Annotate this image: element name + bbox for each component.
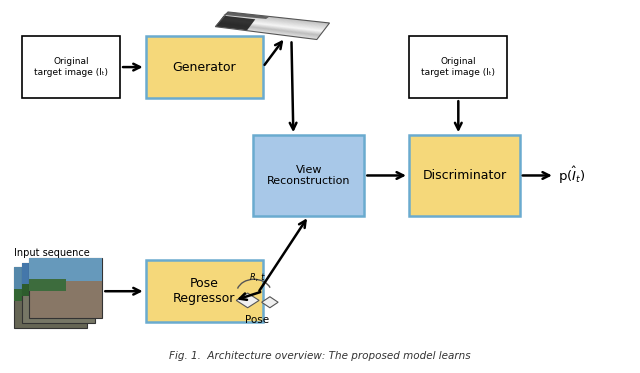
- Text: p($\hat{\mathit{I}}_\mathit{t}$): p($\hat{\mathit{I}}_\mathit{t}$): [558, 165, 586, 186]
- Text: Input sequence: Input sequence: [14, 248, 90, 258]
- Text: View
Reconstruction: View Reconstruction: [267, 164, 351, 186]
- Polygon shape: [223, 12, 269, 19]
- Text: Discriminator: Discriminator: [422, 169, 506, 182]
- FancyBboxPatch shape: [145, 36, 263, 98]
- Polygon shape: [220, 21, 322, 33]
- Polygon shape: [221, 20, 323, 32]
- Polygon shape: [225, 15, 327, 27]
- Polygon shape: [227, 13, 328, 25]
- FancyBboxPatch shape: [29, 258, 102, 281]
- FancyBboxPatch shape: [22, 36, 120, 98]
- Polygon shape: [215, 16, 255, 30]
- Text: Pose
Regressor: Pose Regressor: [173, 277, 236, 305]
- Polygon shape: [228, 12, 330, 23]
- FancyBboxPatch shape: [22, 263, 95, 323]
- Polygon shape: [225, 15, 327, 26]
- FancyBboxPatch shape: [22, 263, 95, 286]
- Polygon shape: [216, 26, 317, 39]
- Polygon shape: [216, 25, 318, 38]
- Polygon shape: [220, 21, 321, 34]
- Text: Fig. 1.  Architecture overview: The proposed model learns: Fig. 1. Architecture overview: The propo…: [169, 351, 471, 361]
- FancyBboxPatch shape: [14, 267, 87, 328]
- Polygon shape: [224, 16, 326, 28]
- Polygon shape: [225, 16, 326, 28]
- Polygon shape: [221, 19, 323, 32]
- Polygon shape: [227, 12, 329, 24]
- FancyBboxPatch shape: [14, 267, 87, 290]
- Text: Pose: Pose: [245, 315, 269, 325]
- Polygon shape: [219, 22, 321, 35]
- Text: Original
target image (Iₜ): Original target image (Iₜ): [421, 57, 495, 77]
- Polygon shape: [221, 19, 323, 31]
- Polygon shape: [223, 17, 325, 29]
- Polygon shape: [225, 15, 326, 27]
- Polygon shape: [217, 24, 319, 37]
- Polygon shape: [226, 14, 328, 25]
- Polygon shape: [223, 17, 325, 29]
- Text: R, t: R, t: [250, 273, 264, 282]
- Polygon shape: [218, 23, 320, 36]
- Text: Generator: Generator: [172, 60, 236, 73]
- Polygon shape: [222, 18, 324, 31]
- Polygon shape: [224, 16, 326, 28]
- Polygon shape: [221, 20, 323, 32]
- Polygon shape: [262, 297, 278, 308]
- Polygon shape: [223, 18, 324, 29]
- Text: Original
target image (Iₜ): Original target image (Iₜ): [34, 57, 108, 77]
- FancyBboxPatch shape: [253, 135, 364, 216]
- Polygon shape: [220, 22, 321, 34]
- Polygon shape: [220, 21, 322, 33]
- FancyBboxPatch shape: [29, 279, 66, 291]
- Polygon shape: [218, 24, 319, 37]
- FancyBboxPatch shape: [14, 289, 51, 301]
- Polygon shape: [222, 19, 324, 31]
- Polygon shape: [216, 25, 319, 38]
- FancyBboxPatch shape: [409, 36, 507, 98]
- Polygon shape: [219, 22, 321, 35]
- Polygon shape: [236, 293, 259, 308]
- Polygon shape: [226, 14, 328, 26]
- Polygon shape: [218, 23, 320, 36]
- Polygon shape: [216, 26, 318, 39]
- FancyBboxPatch shape: [409, 135, 520, 216]
- FancyBboxPatch shape: [22, 284, 58, 296]
- Polygon shape: [218, 23, 320, 35]
- FancyBboxPatch shape: [29, 258, 102, 319]
- Polygon shape: [223, 18, 324, 30]
- Polygon shape: [217, 25, 319, 37]
- Polygon shape: [227, 13, 329, 24]
- Polygon shape: [227, 13, 328, 25]
- FancyBboxPatch shape: [145, 260, 263, 322]
- Polygon shape: [215, 26, 317, 40]
